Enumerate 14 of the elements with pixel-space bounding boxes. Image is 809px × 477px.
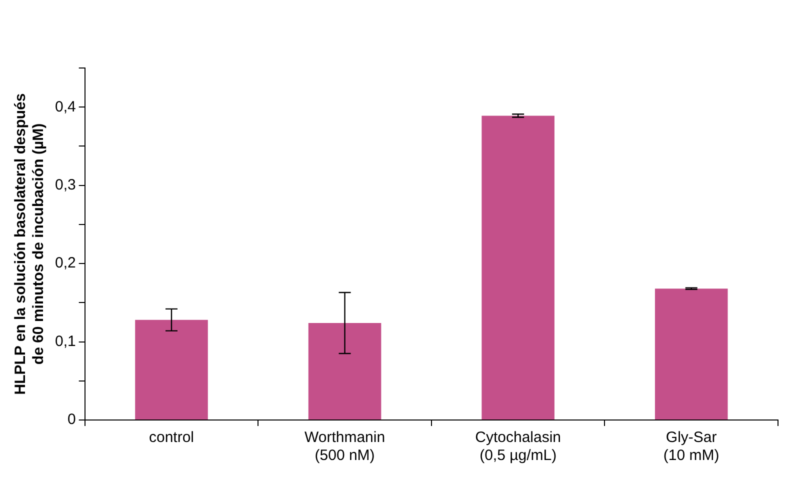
bar [135,320,208,420]
y-tick-label: 0 [68,411,76,428]
x-tick-label: Worthmanin (500 nM) [304,429,386,464]
y-tick-label: 0,4 [54,98,76,116]
y-axis-title: HLPLP en la solución basolateral después de 60 minutos de incubación (µM) [12,93,48,395]
bar [482,116,554,420]
y-tick-label: 0,3 [54,176,76,194]
x-tick-label: Cytochalasin (0,5 µg/mL) [475,429,562,464]
bar [308,323,382,420]
y-tick-label: 0,2 [54,254,76,272]
y-tick-label: 0,1 [54,332,76,350]
x-tick-label: Gly-Sar (10 mM) [663,429,720,464]
x-tick-label: control [148,429,194,446]
bar [654,288,728,420]
